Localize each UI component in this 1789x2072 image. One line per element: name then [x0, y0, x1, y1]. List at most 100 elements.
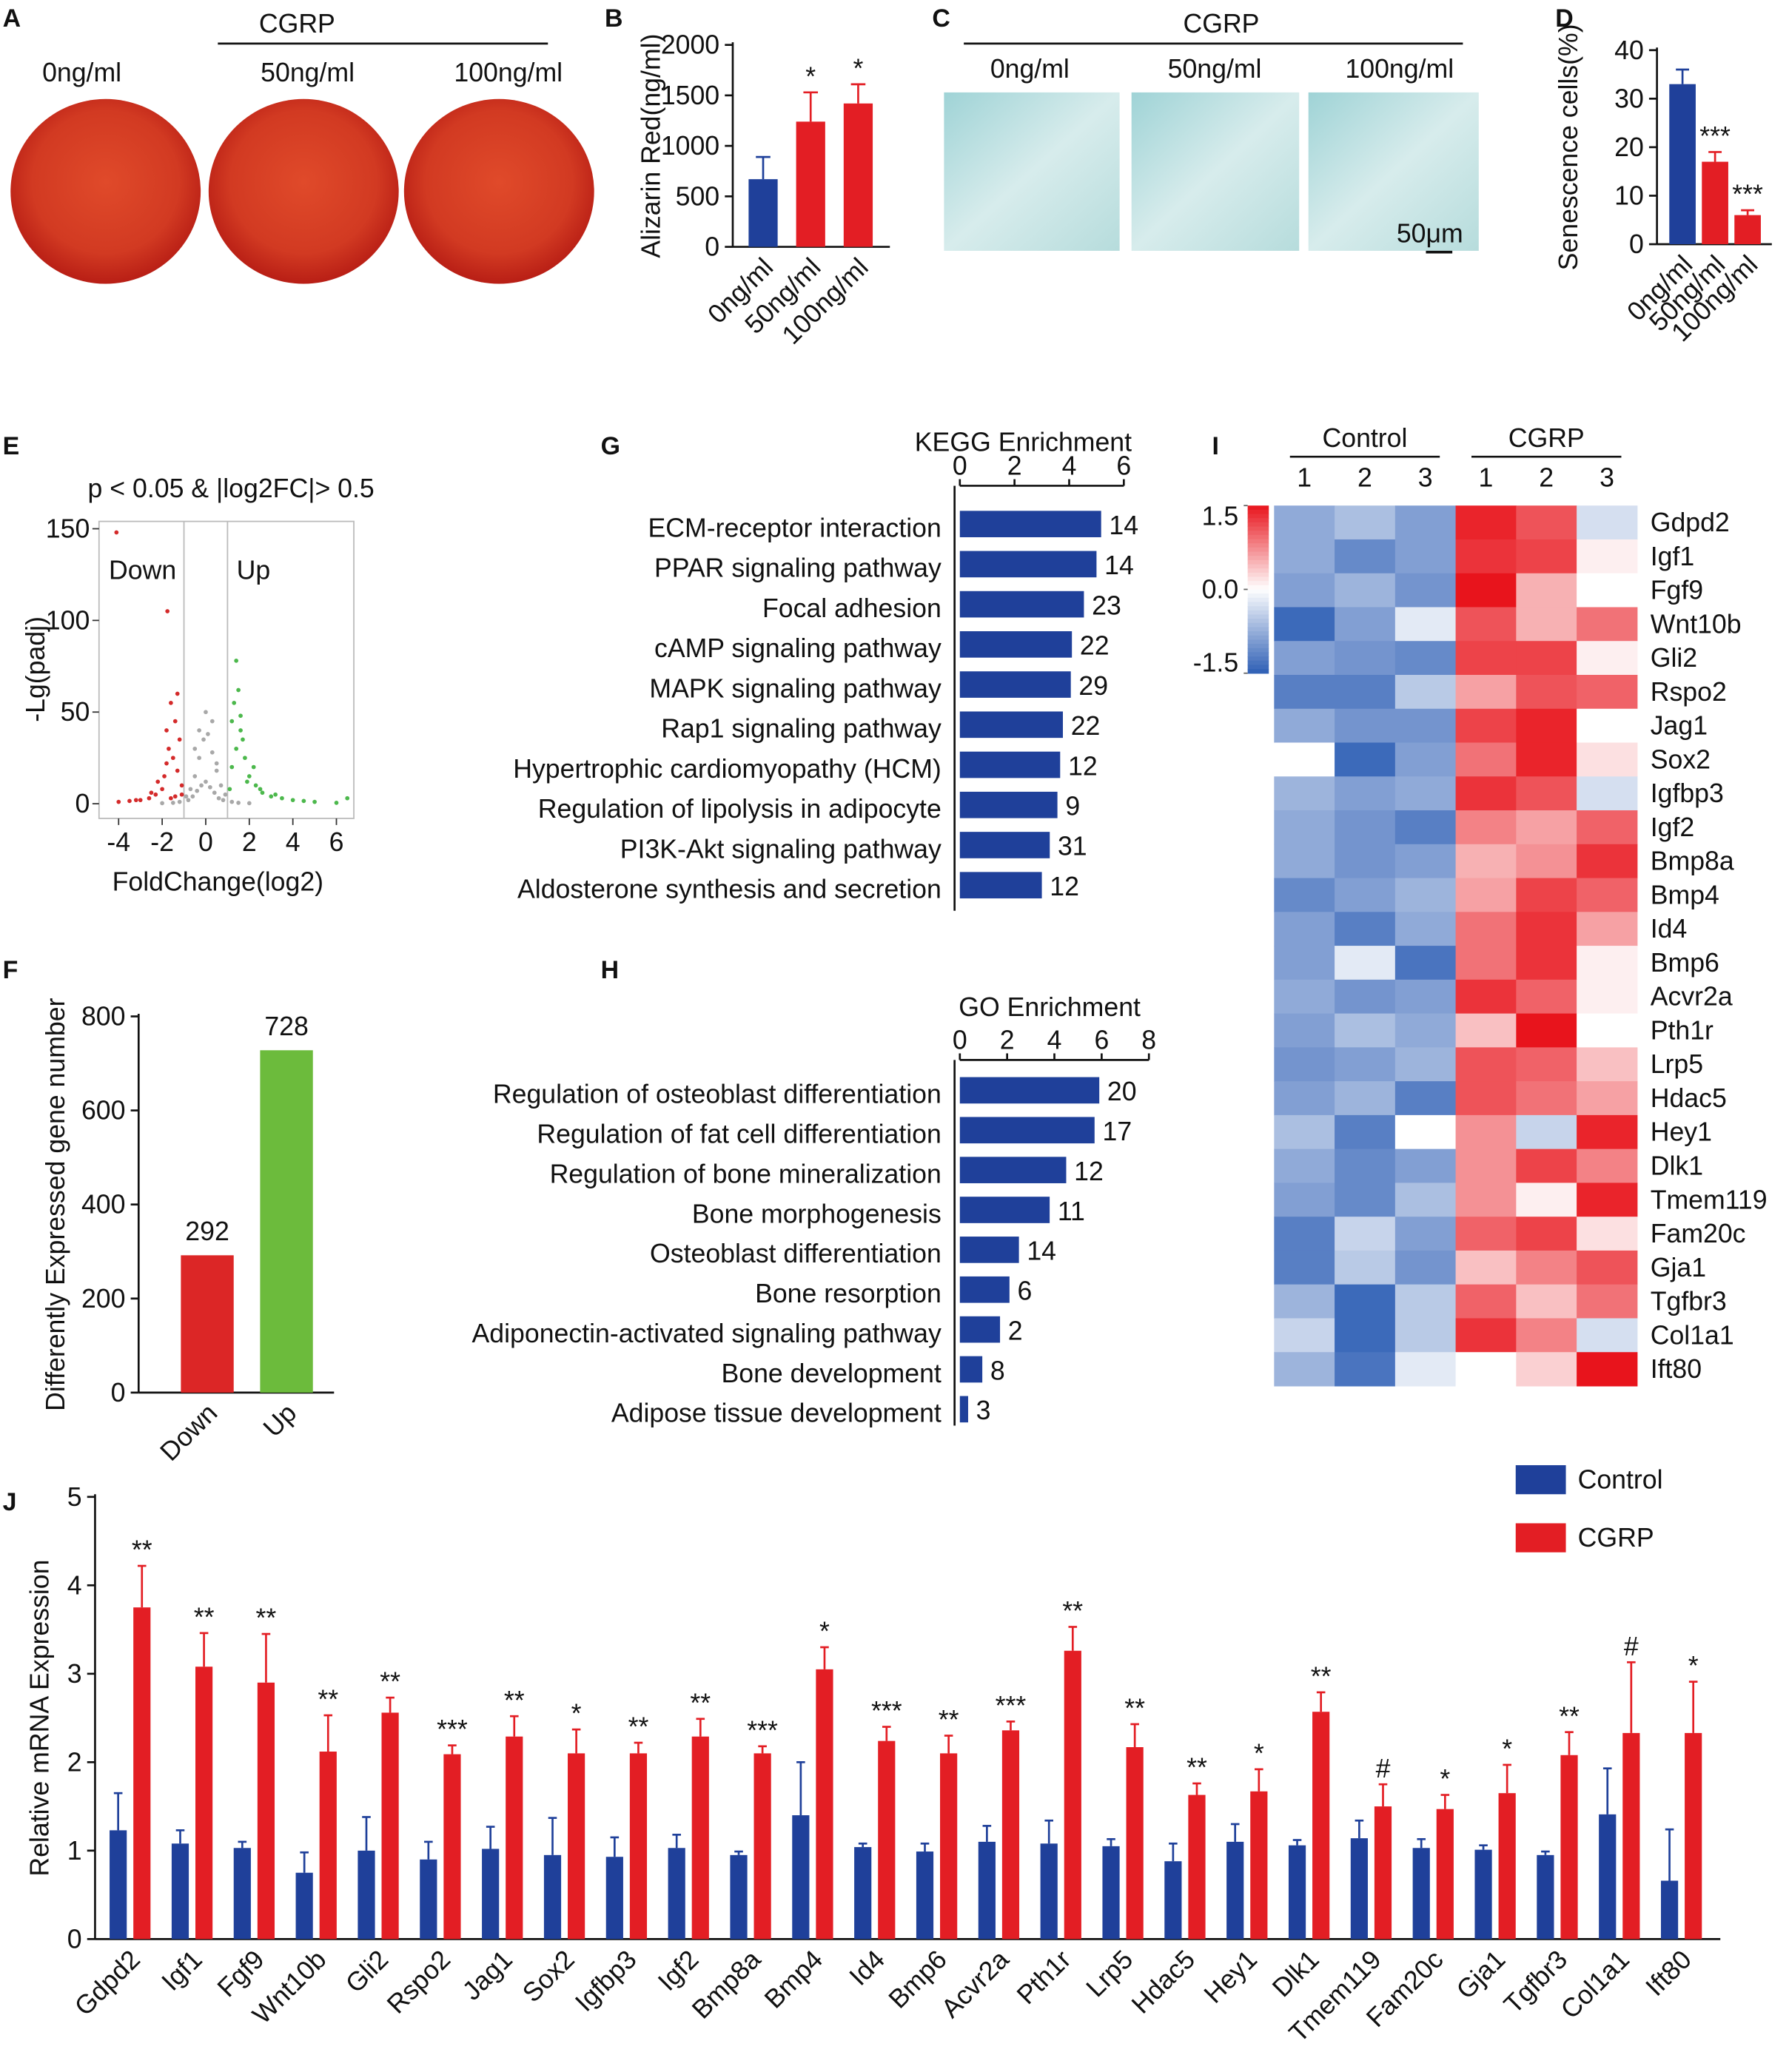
x-tick-label: -2 — [150, 827, 174, 857]
group-label: CGRP — [1508, 423, 1585, 453]
colorbar-segment — [1247, 644, 1269, 649]
count-label: 11 — [1058, 1197, 1085, 1226]
point — [167, 746, 171, 751]
heatmap-cell — [1516, 1047, 1577, 1082]
point — [201, 737, 206, 742]
x-tick-label: Igfbp3 — [569, 1945, 642, 2017]
heatmap-cell — [1335, 979, 1396, 1015]
x-tick-label: 2 — [1007, 451, 1022, 481]
point — [160, 787, 164, 792]
colorbar-segment — [1247, 539, 1269, 544]
y-tick-label: 200 — [81, 1284, 126, 1314]
heatmap-cell — [1335, 810, 1396, 845]
y-tick-label: 40 — [1614, 36, 1644, 65]
point — [179, 783, 184, 788]
bar — [959, 1396, 968, 1423]
heatmap-cell — [1577, 1352, 1638, 1387]
count-label: 20 — [1107, 1077, 1137, 1106]
bar — [940, 1753, 958, 1940]
scale-bar-label: 50μm — [1397, 219, 1463, 249]
heatmap-cell — [1455, 1284, 1517, 1319]
panel-letter: D — [1555, 4, 1573, 33]
heatmap-cell — [1335, 505, 1396, 540]
bar — [295, 1872, 313, 1940]
chart-title: p < 0.05 & |log2FC|> 0.5 — [88, 474, 375, 503]
chart-title: KEGG Enrichment — [915, 428, 1132, 457]
image-label: 0ng/ml — [42, 58, 121, 87]
point — [164, 761, 169, 766]
heatmap-cell — [1455, 1217, 1517, 1251]
micrograph — [1308, 92, 1479, 251]
significance-label: # — [1376, 1754, 1391, 1783]
y-tick-label: 1 — [67, 1836, 82, 1866]
colorbar-segment — [1247, 589, 1269, 594]
bar — [730, 1854, 748, 1940]
y-tick-label: 0 — [705, 232, 719, 262]
significance-label: ** — [1124, 1694, 1145, 1723]
bar — [959, 751, 1061, 778]
bar — [1498, 1793, 1516, 1940]
y-axis-label: Differently Expressed gene number — [41, 998, 70, 1410]
bar — [381, 1712, 399, 1940]
colorbar-segment — [1247, 619, 1269, 624]
bar — [1474, 1849, 1492, 1940]
point — [165, 609, 170, 613]
heatmap-cell — [1274, 607, 1335, 642]
heatmap-cell — [1577, 946, 1638, 980]
point — [216, 796, 221, 801]
heatmap-cell — [1577, 1013, 1638, 1048]
heatmap-cell — [1335, 708, 1396, 744]
point — [177, 737, 182, 742]
heatmap-cell — [1274, 912, 1335, 946]
panel-letter: I — [1212, 432, 1218, 460]
x-tick-label: Pth1r — [1011, 1945, 1077, 2011]
bar — [1164, 1861, 1182, 1940]
y-tick-label: Regulation of osteoblast differentiation — [493, 1080, 942, 1109]
heatmap-cell — [1394, 1217, 1457, 1251]
point — [175, 691, 180, 696]
heatmap-cell — [1394, 1013, 1457, 1048]
point — [169, 701, 173, 705]
x-tick-label: 6 — [329, 827, 344, 857]
y-tick-label: Adiponectin-activated signaling pathway — [472, 1319, 942, 1348]
heatmap-cell — [1394, 1284, 1457, 1319]
colorbar-segment — [1247, 656, 1269, 662]
bar — [959, 1316, 1001, 1343]
colorbar-segment — [1247, 576, 1269, 582]
bar — [1374, 1806, 1392, 1940]
y-tick-label: 2 — [67, 1747, 82, 1777]
heatmap-cell — [1577, 573, 1638, 608]
heatmap-cell — [1455, 674, 1517, 710]
bar — [543, 1854, 562, 1940]
heatmap-cell — [1394, 776, 1457, 811]
heatmap-cell — [1274, 1148, 1335, 1183]
point — [234, 746, 239, 751]
colorbar-segment — [1247, 526, 1269, 531]
heatmap-cell — [1335, 1250, 1396, 1285]
heatmap-cell — [1577, 1284, 1638, 1319]
point — [258, 787, 263, 792]
x-tick-label: Gli2 — [340, 1945, 394, 1999]
x-tick-label: 4 — [1047, 1026, 1062, 1055]
point — [241, 737, 245, 742]
row-label: Lrp5 — [1651, 1049, 1703, 1079]
point — [229, 764, 235, 770]
row-label: Hey1 — [1651, 1117, 1712, 1147]
bar — [1001, 1730, 1020, 1940]
legend-label: CGRP — [1578, 1523, 1654, 1553]
x-tick-label: 2 — [242, 827, 257, 857]
panel-letter: G — [601, 432, 620, 460]
heatmap-cell — [1455, 1081, 1517, 1116]
bar — [1188, 1794, 1206, 1940]
bar — [1226, 1841, 1244, 1940]
heatmap-cell — [1274, 1114, 1335, 1150]
bar — [1560, 1755, 1578, 1940]
heatmap-cell — [1274, 674, 1335, 710]
point — [214, 761, 219, 766]
y-tick-label: 50 — [61, 697, 90, 727]
colorbar-segment — [1247, 648, 1269, 653]
heatmap-cell — [1335, 1013, 1396, 1048]
bar — [506, 1736, 523, 1940]
y-tick-label: Focal adhesion — [762, 593, 942, 623]
